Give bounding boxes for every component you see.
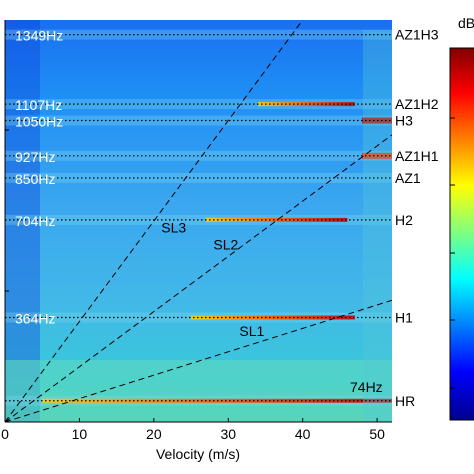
speed-line-sl3	[5, 20, 304, 422]
speed-line-sl1	[5, 299, 392, 422]
x-tick-label: 10	[72, 426, 88, 442]
colorbar-unit: dB	[458, 15, 474, 31]
x-tick-label: 30	[220, 426, 236, 442]
speed-line-label: SL3	[161, 219, 186, 235]
low-frequency-band	[5, 360, 392, 422]
x-tick-label: 40	[295, 426, 311, 442]
mode-label: HR	[395, 393, 415, 409]
x-tick-label: 0	[1, 426, 9, 442]
frequency-label: 1107Hz	[15, 97, 62, 113]
frequency-label: 364Hz	[15, 310, 55, 326]
mode-label: H1	[395, 309, 413, 325]
left-low-velocity-region	[5, 20, 40, 422]
colorbar	[449, 47, 474, 421]
mode-label: H2	[395, 212, 413, 228]
frequency-label: 74Hz	[350, 379, 383, 395]
frequency-label: 1349Hz	[15, 28, 63, 44]
x-tick-label: 20	[146, 426, 162, 442]
high-velocity-region	[363, 30, 392, 422]
frequency-label: 1050Hz	[15, 114, 63, 130]
mode-label: AZ1	[395, 170, 421, 186]
frequency-label: 850Hz	[15, 171, 55, 187]
energy-ridge	[205, 217, 348, 222]
x-axis-title: Velocity (m/s)	[156, 446, 240, 462]
mode-label: AZ1H2	[395, 96, 439, 112]
x-tick-label: 50	[369, 426, 385, 442]
speed-line-label: SL1	[239, 323, 264, 339]
frequency-label: 927Hz	[15, 149, 55, 165]
mode-label: AZ1H3	[395, 27, 439, 43]
speed-line-sl2	[5, 134, 392, 422]
energy-ridge	[191, 315, 355, 320]
frequency-label: 704Hz	[15, 213, 55, 229]
speed-line-label: SL2	[213, 237, 238, 253]
mode-label: H3	[395, 113, 413, 129]
mode-label: AZ1H1	[395, 148, 439, 164]
